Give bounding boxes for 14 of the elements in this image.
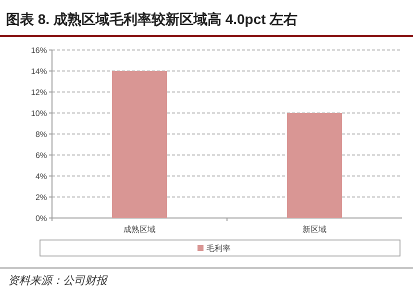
y-tick-label: 12% (30, 88, 47, 97)
y-tick-label: 4% (35, 172, 47, 181)
x-tick-label: 成熟区域 (124, 225, 156, 234)
y-tick-label: 16% (30, 46, 47, 55)
text: 资料来源：公司财报 (8, 274, 108, 287)
y-tick-label: 6% (35, 151, 47, 160)
y-tick-label: 14% (30, 67, 47, 76)
y-tick-label: 10% (30, 109, 47, 118)
chart-title: 图表 8. 成熟区域毛利率较新区域高 4.0pct 左右 (6, 11, 298, 27)
y-tick-label: 2% (35, 193, 47, 202)
y-tick-label: 8% (35, 130, 47, 139)
x-tick-label: 新区域 (302, 225, 326, 234)
y-tick-label: 0% (35, 214, 47, 223)
legend-label: 毛利率 (206, 244, 230, 253)
